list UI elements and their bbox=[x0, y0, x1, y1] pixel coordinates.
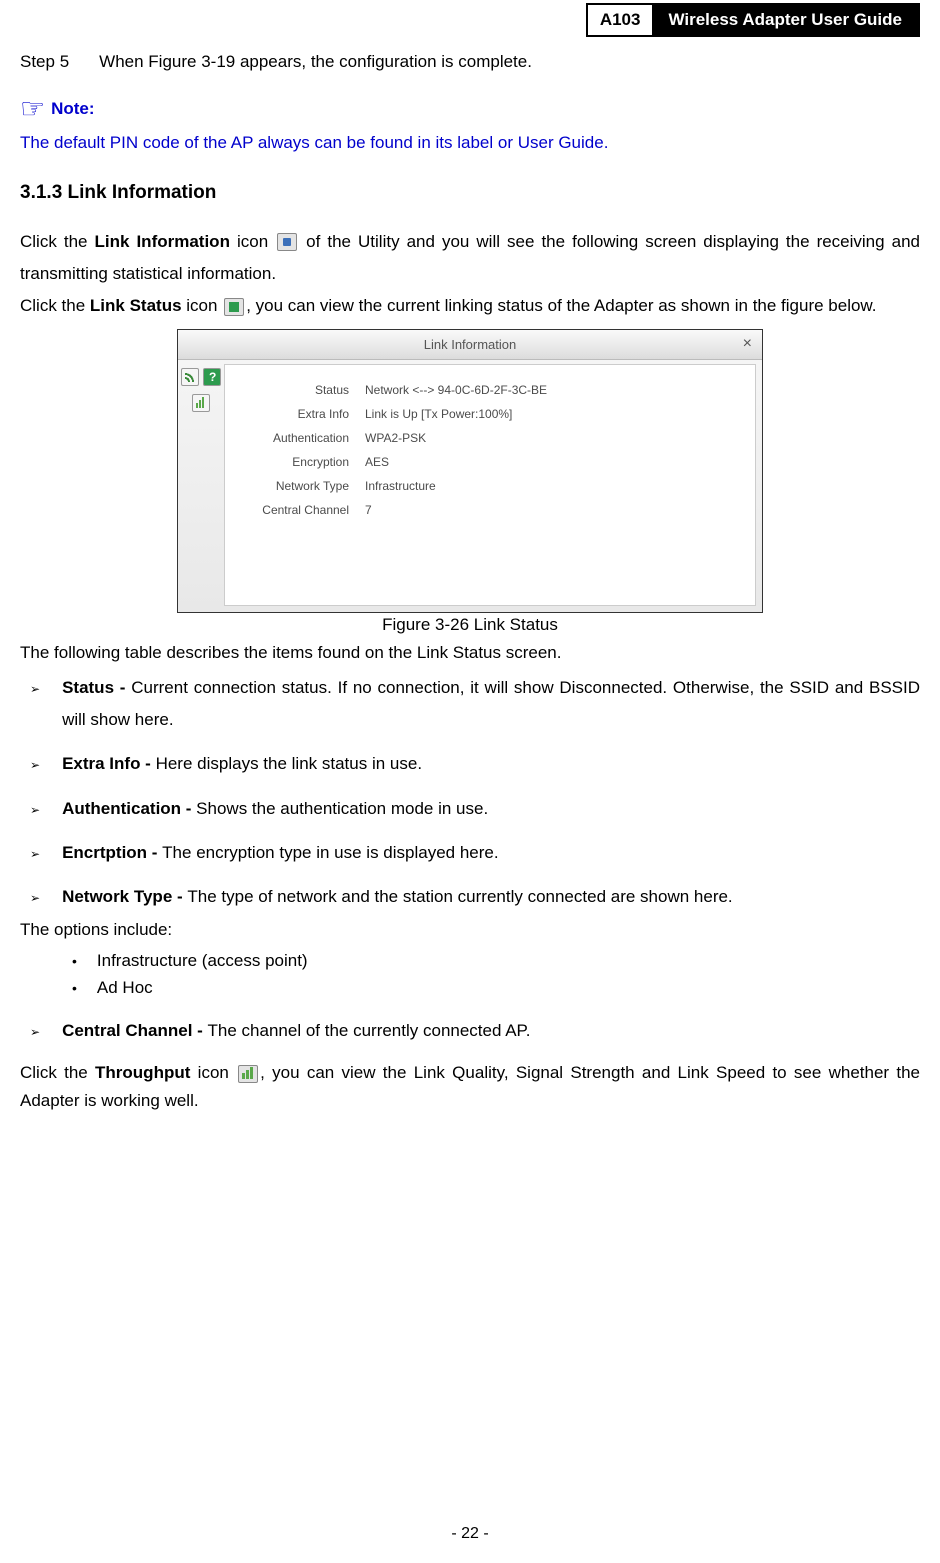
window-title: Link Information bbox=[424, 337, 517, 352]
window-content: Status Network <--> 94-0C-6D-2F-3C-BE Ex… bbox=[224, 364, 756, 606]
row-value: 7 bbox=[365, 503, 372, 517]
bold-throughput: Throughput bbox=[95, 1063, 190, 1082]
figure-caption: Figure 3-26 Link Status bbox=[20, 615, 920, 635]
row-value: Infrastructure bbox=[365, 479, 436, 493]
network-type-row: Network Type Infrastructure bbox=[235, 479, 745, 493]
note-text: The default PIN code of the AP always ca… bbox=[20, 129, 920, 156]
window-sidebar bbox=[178, 360, 224, 612]
window-body: Status Network <--> 94-0C-6D-2F-3C-BE Ex… bbox=[178, 360, 762, 612]
step-label: Step 5 bbox=[20, 49, 69, 75]
sub-bullet-text: Infrastructure (access point) bbox=[97, 947, 308, 974]
bullet-bold: Encrtption - bbox=[62, 843, 162, 862]
bullet-bold: Central Channel - bbox=[62, 1021, 207, 1040]
section-heading: 3.1.3 Link Information bbox=[20, 182, 920, 204]
window-titlebar: Link Information × bbox=[178, 330, 762, 360]
model-badge: A103 bbox=[586, 3, 653, 37]
sub-bullet-text: Ad Hoc bbox=[97, 974, 153, 1001]
row-label: Authentication bbox=[235, 431, 365, 445]
row-value: Link is Up [Tx Power:100%] bbox=[365, 407, 512, 421]
bullet-bold: Network Type - bbox=[62, 887, 187, 906]
bullet-marker: ➢ bbox=[20, 793, 40, 825]
signal-bars-icon[interactable] bbox=[192, 394, 210, 412]
pointing-hand-icon: ☞ bbox=[20, 95, 45, 123]
bullet-extra-info: ➢ Extra Info - Here displays the link st… bbox=[20, 748, 920, 780]
bullet-encryption: ➢ Encrtption - The encryption type in us… bbox=[20, 837, 920, 869]
bullet-text: The encryption type in use is displayed … bbox=[162, 843, 498, 862]
bullet-network-type: ➢ Network Type - The type of network and… bbox=[20, 881, 920, 913]
row-value: Network <--> 94-0C-6D-2F-3C-BE bbox=[365, 383, 547, 397]
bullet-marker: ➢ bbox=[20, 672, 40, 737]
encryption-row: Encryption AES bbox=[235, 455, 745, 469]
link-information-icon bbox=[277, 233, 297, 251]
bullet-status: ➢ Status - Current connection status. If… bbox=[20, 672, 920, 737]
help-icon[interactable] bbox=[203, 368, 221, 386]
paragraph-throughput: Click the Throughput icon , you can view… bbox=[20, 1059, 920, 1113]
sub-options-intro: The options include: bbox=[20, 916, 920, 943]
page-number: - 22 - bbox=[0, 1525, 940, 1543]
bullet-text: Shows the authentication mode in use. bbox=[196, 799, 488, 818]
text-fragment: , you can view the current linking statu… bbox=[246, 296, 876, 315]
note-header: ☞ Note: bbox=[20, 95, 920, 123]
step-line: Step 5 When Figure 3-19 appears, the con… bbox=[20, 49, 920, 75]
sub-bullet-infrastructure: • Infrastructure (access point) bbox=[72, 947, 920, 974]
link-information-window: Link Information × Status Network <--> 9… bbox=[177, 329, 763, 613]
link-status-icon bbox=[224, 298, 244, 316]
row-value: WPA2-PSK bbox=[365, 431, 426, 445]
bullet-text: The type of network and the station curr… bbox=[187, 887, 732, 906]
text-fragment: Click the bbox=[20, 296, 90, 315]
description-intro: The following table describes the items … bbox=[20, 639, 920, 666]
bullet-bold: Status - bbox=[62, 678, 131, 697]
row-label: Extra Info bbox=[235, 407, 365, 421]
bullet-marker: ➢ bbox=[20, 837, 40, 869]
bullet-bold: Authentication - bbox=[62, 799, 196, 818]
text-fragment: icon bbox=[230, 232, 275, 251]
sub-bullet-marker: • bbox=[72, 974, 77, 1001]
bullet-bold: Extra Info - bbox=[62, 754, 156, 773]
bullet-marker: ➢ bbox=[20, 1015, 40, 1047]
close-icon[interactable]: × bbox=[743, 335, 752, 353]
row-value: AES bbox=[365, 455, 389, 469]
throughput-icon bbox=[238, 1065, 258, 1083]
text-fragment: Click the bbox=[20, 1063, 95, 1082]
bullet-authentication: ➢ Authentication - Shows the authenticat… bbox=[20, 793, 920, 825]
paragraph-link-information: Click the Link Information icon of the U… bbox=[20, 226, 920, 291]
row-label: Network Type bbox=[235, 479, 365, 493]
row-label: Encryption bbox=[235, 455, 365, 469]
text-fragment: icon bbox=[190, 1063, 236, 1082]
page-header: A103 Wireless Adapter User Guide bbox=[20, 0, 920, 37]
row-label: Central Channel bbox=[235, 503, 365, 517]
text-fragment: icon bbox=[182, 296, 223, 315]
bold-link-status: Link Status bbox=[90, 296, 182, 315]
extra-info-row: Extra Info Link is Up [Tx Power:100%] bbox=[235, 407, 745, 421]
bold-link-information: Link Information bbox=[95, 232, 230, 251]
bullet-text: Here displays the link status in use. bbox=[156, 754, 422, 773]
bullet-text: The channel of the currently connected A… bbox=[208, 1021, 531, 1040]
paragraph-link-status: Click the Link Status icon , you can vie… bbox=[20, 290, 920, 322]
bullet-text: Current connection status. If no connect… bbox=[62, 678, 920, 729]
sub-bullet-adhoc: • Ad Hoc bbox=[72, 974, 920, 1001]
central-channel-row: Central Channel 7 bbox=[235, 503, 745, 517]
bullet-marker: ➢ bbox=[20, 748, 40, 780]
note-label: Note: bbox=[51, 99, 94, 119]
authentication-row: Authentication WPA2-PSK bbox=[235, 431, 745, 445]
bullet-central-channel: ➢ Central Channel - The channel of the c… bbox=[20, 1015, 920, 1047]
row-label: Status bbox=[235, 383, 365, 397]
status-row: Status Network <--> 94-0C-6D-2F-3C-BE bbox=[235, 383, 745, 397]
step-text: When Figure 3-19 appears, the configurat… bbox=[99, 49, 532, 75]
text-fragment: Click the bbox=[20, 232, 95, 251]
bullet-marker: ➢ bbox=[20, 881, 40, 913]
guide-title: Wireless Adapter User Guide bbox=[652, 3, 920, 37]
wifi-icon[interactable] bbox=[181, 368, 199, 386]
sub-bullet-marker: • bbox=[72, 947, 77, 974]
